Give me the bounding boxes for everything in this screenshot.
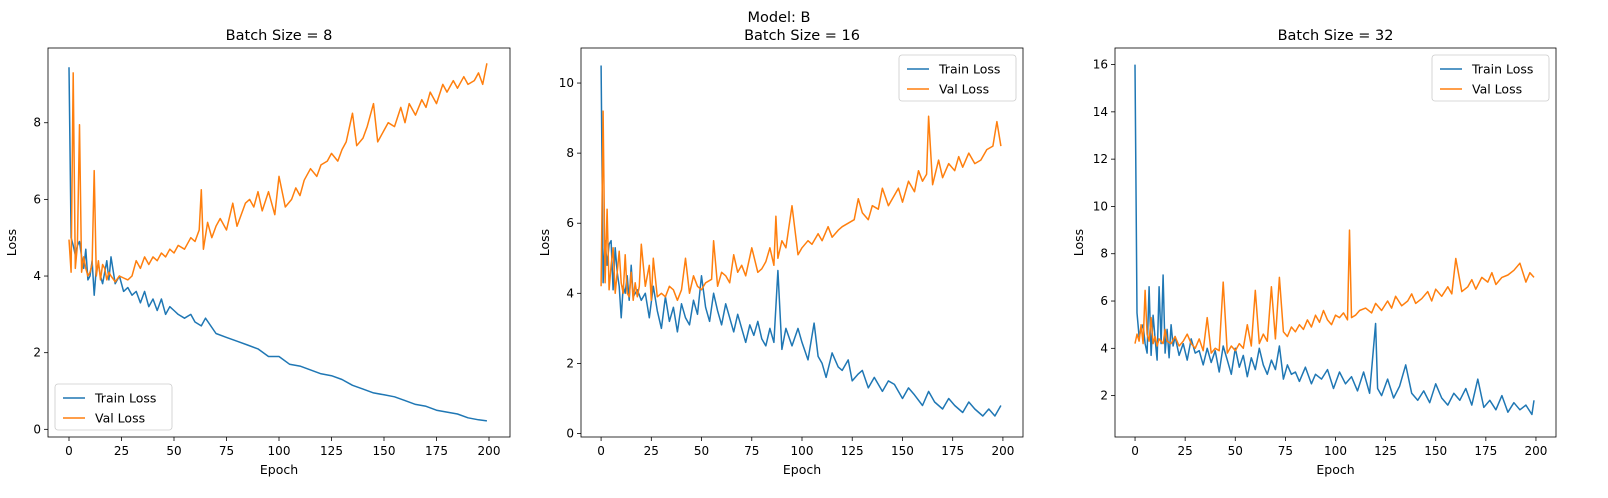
y-tick-label: 0: [566, 426, 574, 440]
x-tick-label: 0: [597, 444, 605, 458]
legend: Train Loss Val Loss: [1431, 54, 1550, 102]
series-line-train-loss: [68, 67, 487, 422]
x-tick-label: 100: [1324, 444, 1347, 458]
y-tick-label: 4: [566, 286, 574, 300]
x-tick-label: 50: [694, 444, 709, 458]
y-tick-label: 12: [1093, 152, 1108, 166]
legend-label: Val Loss: [95, 411, 145, 426]
x-tick-label: 150: [373, 444, 396, 458]
chart-title: Batch Size = 16: [744, 28, 860, 44]
y-tick-label: 14: [1093, 105, 1108, 119]
figure-suptitle: Model: B: [748, 10, 811, 26]
x-tick-label: 125: [320, 444, 343, 458]
x-tick-label: 175: [425, 444, 448, 458]
x-axis-label: Epoch: [783, 462, 821, 477]
y-tick-label: 2: [33, 346, 41, 360]
x-tick-label: 100: [268, 444, 291, 458]
plot-frame: [1114, 47, 1557, 438]
y-tick-label: 16: [1093, 58, 1108, 72]
y-tick-label: 2: [566, 356, 574, 370]
x-tick-label: 0: [65, 444, 73, 458]
y-tick-label: 8: [566, 146, 574, 160]
x-tick-label: 0: [1131, 444, 1139, 458]
x-tick-label: 50: [1228, 444, 1243, 458]
chart-title: Batch Size = 8: [226, 28, 333, 44]
legend-label: Val Loss: [1472, 82, 1522, 97]
x-tick-label: 25: [644, 444, 659, 458]
legend: Train Loss Val Loss: [898, 54, 1017, 102]
chart-panel-1: 0 25 50 75 100 125 150 175 200 0 2 4 6 8 Batch Size = …: [4, 28, 511, 477]
x-tick-label: 25: [1178, 444, 1193, 458]
chart-panel-3: 0 25 50 75 100 125 150 175 200 2 4 6 8 10 12 14 16 Batch …: [1071, 28, 1557, 477]
x-tick-label: 125: [841, 444, 864, 458]
x-tick-label: 200: [478, 444, 501, 458]
x-tick-label: 125: [1374, 444, 1397, 458]
y-tick-label: 0: [33, 422, 41, 436]
x-tick-label: 75: [744, 444, 759, 458]
series-line-val-loss: [1134, 229, 1535, 354]
y-tick-label: 10: [1093, 199, 1108, 213]
x-tick-label: 150: [891, 444, 914, 458]
y-axis-label: Loss: [4, 229, 19, 256]
chart-panel-2: 0 25 50 75 100 125 150 175 200 0 2 4 6 8 10 Batch Size …: [537, 28, 1024, 477]
plot-frame: [47, 47, 511, 438]
series-line-train-loss: [1134, 64, 1535, 416]
y-axis-label: Loss: [1071, 229, 1086, 256]
x-tick-label: 100: [791, 444, 814, 458]
x-tick-label: 200: [991, 444, 1014, 458]
series-line-val-loss: [600, 110, 1002, 302]
legend-label: Val Loss: [939, 82, 989, 97]
x-tick-label: 175: [941, 444, 964, 458]
y-tick-label: 4: [1100, 341, 1108, 355]
y-tick-label: 6: [566, 216, 574, 230]
x-tick-label: 25: [114, 444, 129, 458]
y-tick-label: 8: [33, 116, 41, 130]
y-axis-label: Loss: [537, 229, 552, 256]
y-tick-label: 4: [33, 269, 41, 283]
x-axis-label: Epoch: [1316, 462, 1354, 477]
plot-frame: [580, 47, 1024, 438]
x-tick-label: 75: [1278, 444, 1293, 458]
y-tick-label: 6: [33, 192, 41, 206]
y-tick-label: 2: [1100, 389, 1108, 403]
chart-title: Batch Size = 32: [1278, 28, 1394, 44]
legend-label: Train Loss: [1471, 62, 1533, 77]
y-tick-label: 8: [1100, 247, 1108, 261]
legend: Train Loss Val Loss: [54, 383, 173, 431]
y-tick-label: 10: [559, 76, 574, 90]
x-tick-label: 50: [166, 444, 181, 458]
x-tick-label: 75: [219, 444, 234, 458]
x-tick-label: 150: [1424, 444, 1447, 458]
x-tick-label: 175: [1474, 444, 1497, 458]
y-tick-label: 6: [1100, 294, 1108, 308]
series-line-train-loss: [600, 65, 1002, 417]
series-line-val-loss: [68, 63, 488, 283]
x-tick-label: 200: [1525, 444, 1548, 458]
legend-label: Train Loss: [938, 62, 1000, 77]
legend-label: Train Loss: [94, 391, 156, 406]
x-axis-label: Epoch: [260, 462, 298, 477]
